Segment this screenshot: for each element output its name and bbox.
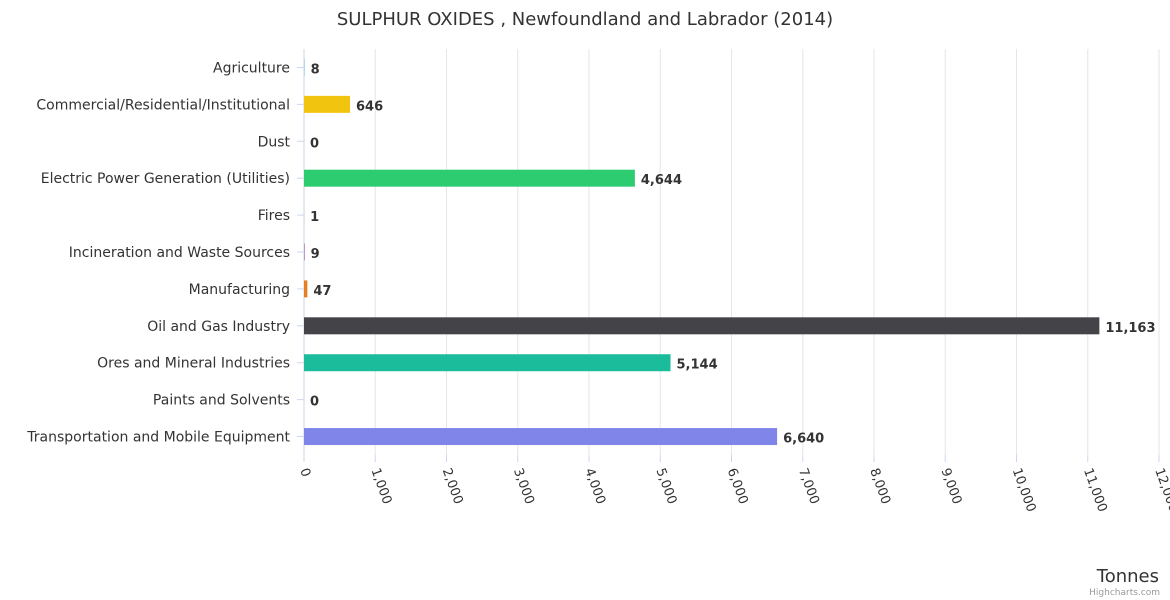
credits-link[interactable]: Highcharts.com [1089,588,1160,598]
data-label: 1 [310,210,319,225]
data-label: 11,163 [1105,321,1155,336]
tick-label: 8,000 [866,466,893,506]
data-labels: 8 646 0 4,644 1 9 47 11,163 5,144 0 6,640 [310,62,1156,446]
bar [304,317,1100,335]
category-label: Ores and Mineral Industries [97,356,290,372]
data-label: 4,644 [641,173,682,188]
bar [304,243,305,261]
tick-label: 1,000 [367,466,394,506]
value-axis-title: Tonnes [1096,566,1159,587]
gridlines [374,49,1160,455]
bar [304,428,778,446]
data-label: 646 [356,99,383,114]
data-label: 0 [310,136,319,151]
tick-label: 4,000 [581,466,608,506]
bar [304,169,635,187]
bar [304,58,305,76]
data-label: 5,144 [677,358,718,373]
tick-label: 11,000 [1080,466,1110,514]
category-label: Dust [258,134,291,150]
tick-label: 2,000 [439,466,466,506]
category-label: Agriculture [213,60,290,76]
category-label: Transportation and Mobile Equipment [26,430,290,446]
value-axis-ticks: 0 1,000 2,000 3,000 4,000 5,000 6,000 7,000 8,00… [296,455,1170,514]
data-label: 0 [310,395,319,410]
data-label: 8 [311,62,320,77]
tick-label: 9,000 [937,466,964,506]
tick-label: 6,000 [724,466,751,506]
category-label: Incineration and Waste Sources [69,245,290,261]
data-label: 6,640 [783,432,824,447]
category-label: Oil and Gas Industry [147,319,290,335]
category-label: Commercial/Residential/Institutional [36,97,290,113]
tick-label: 5,000 [652,466,679,506]
bar [304,95,351,113]
category-label: Manufacturing [189,282,290,298]
data-label: 47 [313,284,331,299]
category-label: Electric Power Generation (Utilities) [41,171,290,187]
bar [304,354,671,372]
tick-label: 3,000 [510,466,537,506]
category-label: Paints and Solvents [153,393,290,409]
data-label: 9 [311,247,320,262]
tick-label: 7,000 [795,466,822,506]
category-labels: Agriculture Commercial/Residential/Instit… [26,60,304,446]
tick-label: 0 [296,466,313,479]
tick-label: 10,000 [1009,466,1039,514]
bar [304,280,308,298]
category-label: Fires [258,208,290,224]
tick-label: 12,000 [1151,466,1170,514]
chart-title: SULPHUR OXIDES , Newfoundland and Labrad… [337,9,833,30]
bars [304,58,1100,446]
